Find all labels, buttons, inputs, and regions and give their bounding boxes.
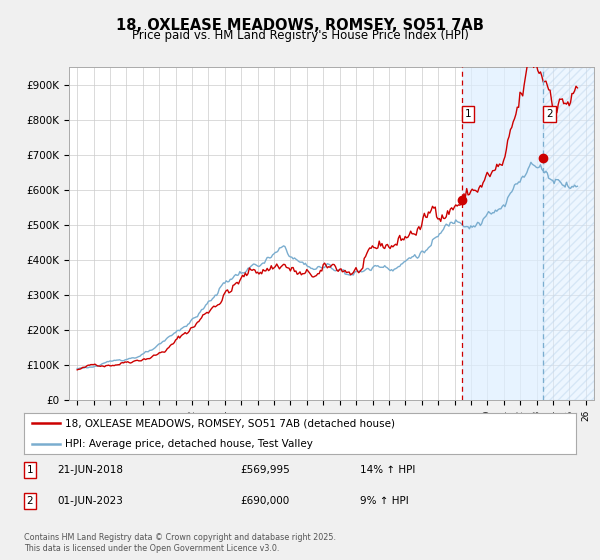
Text: 9% ↑ HPI: 9% ↑ HPI xyxy=(360,496,409,506)
Text: 14% ↑ HPI: 14% ↑ HPI xyxy=(360,465,415,475)
Text: £690,000: £690,000 xyxy=(240,496,289,506)
Text: HPI: Average price, detached house, Test Valley: HPI: Average price, detached house, Test… xyxy=(65,438,313,449)
Bar xyxy=(462,67,544,400)
Text: 1: 1 xyxy=(465,109,472,119)
Text: 18, OXLEASE MEADOWS, ROMSEY, SO51 7AB (detached house): 18, OXLEASE MEADOWS, ROMSEY, SO51 7AB (d… xyxy=(65,418,395,428)
Text: £569,995: £569,995 xyxy=(240,465,290,475)
Text: 21-JUN-2018: 21-JUN-2018 xyxy=(57,465,123,475)
Text: 18, OXLEASE MEADOWS, ROMSEY, SO51 7AB: 18, OXLEASE MEADOWS, ROMSEY, SO51 7AB xyxy=(116,18,484,33)
Text: 2: 2 xyxy=(26,496,34,506)
Bar xyxy=(544,67,594,400)
Text: 1: 1 xyxy=(26,465,34,475)
Text: Price paid vs. HM Land Registry's House Price Index (HPI): Price paid vs. HM Land Registry's House … xyxy=(131,29,469,42)
Text: 01-JUN-2023: 01-JUN-2023 xyxy=(57,496,123,506)
Text: Contains HM Land Registry data © Crown copyright and database right 2025.
This d: Contains HM Land Registry data © Crown c… xyxy=(24,533,336,553)
Text: 2: 2 xyxy=(546,109,553,119)
